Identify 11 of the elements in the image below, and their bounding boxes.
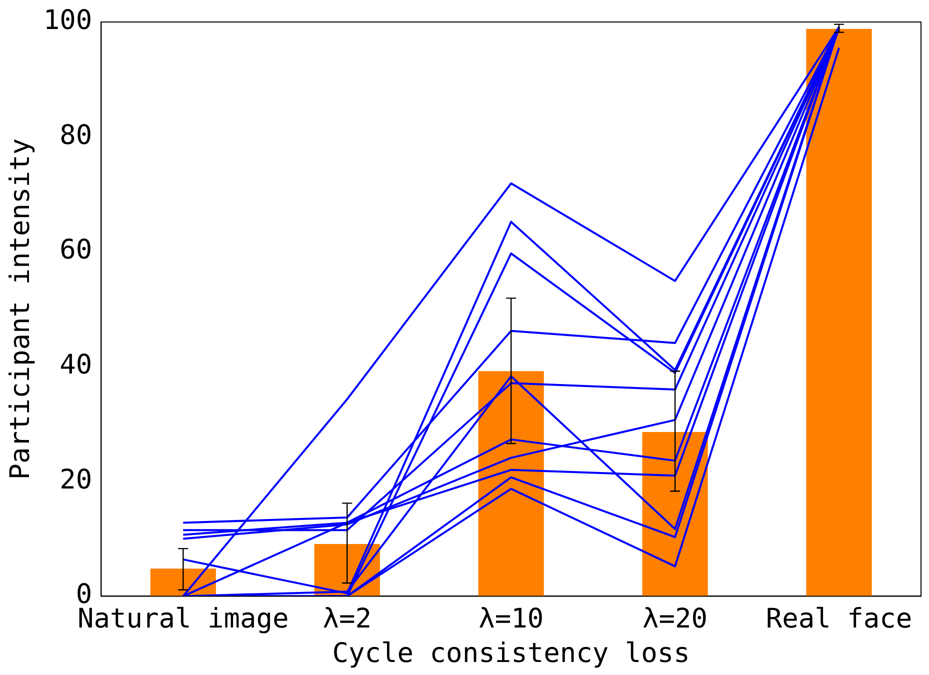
y-tick-label: 40 (60, 350, 92, 381)
x-axis-title: Cycle consistency loss (332, 638, 690, 669)
x-tick-label: λ=2 (322, 603, 372, 634)
y-tick-label: 80 (60, 120, 92, 151)
y-axis-title: Participant intensity (5, 138, 36, 480)
x-tick-label: λ=20 (642, 603, 708, 634)
y-tick-label: 20 (60, 464, 92, 496)
x-tick-label: λ=10 (478, 603, 544, 634)
x-tick-label: Real face (766, 603, 912, 634)
y-tick-label: 100 (43, 5, 92, 36)
y-tick-label: 60 (60, 234, 92, 266)
